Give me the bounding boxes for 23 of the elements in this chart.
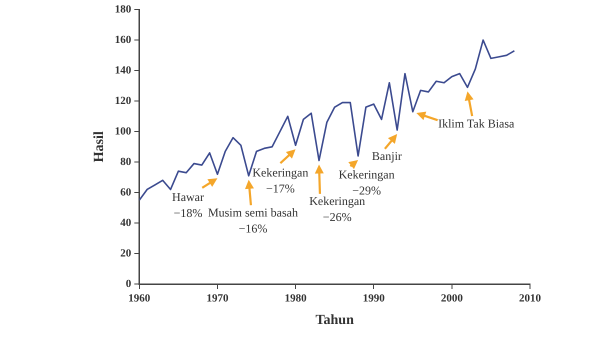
x-tick-label: 1990: [362, 292, 386, 304]
y-tick-label: 100: [114, 125, 132, 138]
annotation: Banjir: [372, 149, 402, 164]
y-tick-label: 140: [114, 64, 132, 76]
x-tick-label: 2000: [440, 292, 464, 304]
x-tick-label: 1980: [284, 292, 308, 304]
x-tick-label: 1960: [128, 292, 151, 304]
y-tick-label: 20: [120, 247, 132, 260]
annotation: Musim semi basah −16%: [208, 206, 298, 236]
x-axis-title: Tahun: [315, 313, 354, 328]
x-tick-label: 1970: [206, 292, 229, 304]
y-tick-label: 40: [120, 216, 132, 229]
y-tick-label: 160: [114, 34, 132, 46]
y-tick-label: 120: [114, 94, 132, 107]
y-tick-label: 60: [120, 186, 132, 198]
y-tick-label: 180: [114, 3, 132, 16]
annotation: Iklim Tak Biasa: [438, 116, 516, 130]
annotation: Hawar −18%: [172, 190, 204, 220]
x-tick-label: 2010: [519, 292, 542, 304]
y-axis-title: Hasil: [92, 131, 108, 162]
y-tick-label: 80: [120, 156, 132, 168]
y-tick-label: 0: [126, 278, 132, 290]
annotation: Kekeringan −17%: [252, 166, 308, 196]
